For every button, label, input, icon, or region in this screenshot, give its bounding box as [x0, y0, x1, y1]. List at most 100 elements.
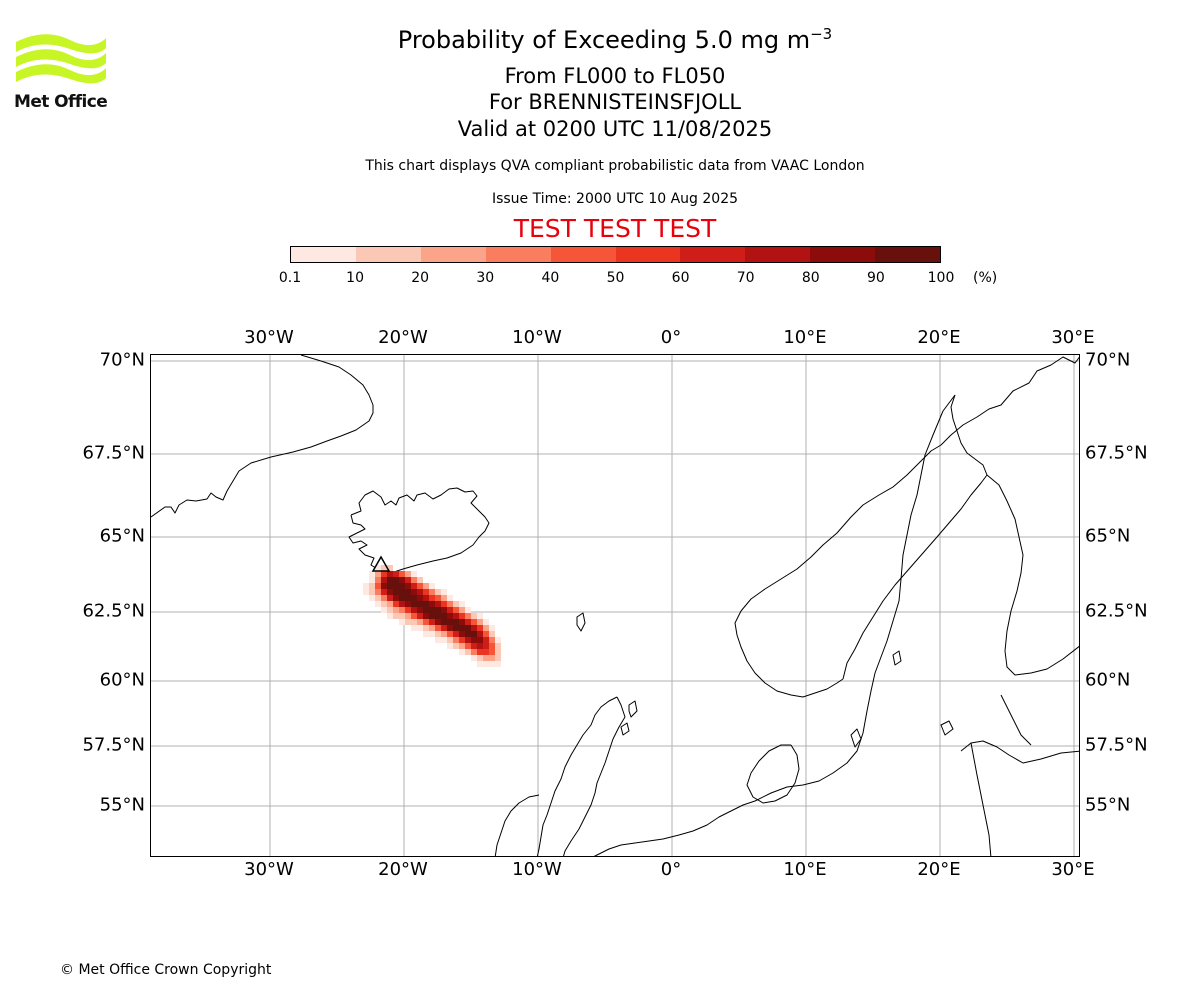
plume-cell [387, 589, 393, 595]
plume-cell [405, 619, 411, 625]
plume-cell [483, 643, 489, 649]
plume-cell [381, 607, 387, 613]
plume-cell [489, 655, 495, 661]
colorbar-tick-label: 90 [866, 270, 885, 286]
plume-cell [387, 565, 393, 571]
latitude-label: 62.5°N [1085, 600, 1148, 622]
plume-cell [477, 619, 483, 625]
plume-cell [441, 601, 447, 607]
plume-cell [483, 637, 489, 643]
latitude-label: 67.5°N [1085, 442, 1148, 464]
plume-cell [471, 649, 477, 655]
plume-cell [399, 601, 405, 607]
plume-cell [489, 637, 495, 643]
plume-cell [393, 583, 399, 589]
finland-east-coast [986, 474, 1079, 676]
plume-cell [477, 643, 483, 649]
aland-islands [892, 650, 902, 666]
plume-cell [471, 637, 477, 643]
colorbar-segment [355, 247, 421, 262]
plume-cell [453, 637, 459, 643]
plume-cell [369, 589, 375, 595]
plume-cell [429, 631, 435, 637]
longitude-label: 20°E [917, 859, 961, 880]
plume-cell [465, 637, 471, 643]
baltic-states-coast [960, 740, 1079, 764]
disclaimer-text: This chart displays QVA compliant probab… [365, 158, 865, 174]
plume-cell [441, 625, 447, 631]
plume-cell [477, 655, 483, 661]
plume-cell [447, 601, 453, 607]
met-office-logo-text: Met Office [14, 92, 108, 112]
plume-cell [447, 631, 453, 637]
plume-cell [405, 601, 411, 607]
colorbar-segment [875, 247, 941, 262]
volcano-marker [371, 555, 391, 572]
colorbar-tick-label: 70 [736, 270, 755, 286]
plume-cell [459, 637, 465, 643]
plume-cell [369, 571, 375, 577]
colorbar-tick-label: 50 [606, 270, 625, 286]
plume-cell [477, 649, 483, 655]
plume-cell [381, 565, 387, 571]
plume-cell [447, 607, 453, 613]
plume-cell [453, 613, 459, 619]
plume-cell [465, 619, 471, 625]
plume-cell [495, 661, 501, 667]
plume-cell [381, 577, 387, 583]
longitude-label: 10°W [512, 327, 562, 348]
plume-cell [477, 661, 483, 667]
plume-cell [429, 613, 435, 619]
plume-cell [489, 649, 495, 655]
plume-cell [453, 601, 459, 607]
plume-cell [447, 619, 453, 625]
longitude-label: 0° [660, 859, 682, 880]
baltic-borders-2 [1000, 694, 1032, 746]
plume-cell [435, 613, 441, 619]
plume-cell [387, 601, 393, 607]
plume-cell [429, 583, 435, 589]
plume-cell [375, 583, 381, 589]
graticule [151, 355, 1079, 856]
colorbar-tick-label: 0.1 [278, 270, 302, 286]
valid-time-subtitle: Valid at 0200 UTC 11/08/2025 [457, 117, 773, 141]
plume-cell [405, 607, 411, 613]
plume-cell [429, 619, 435, 625]
iceland-coast [348, 487, 490, 574]
plume-cell [393, 571, 399, 577]
plume-cell [429, 607, 435, 613]
greenland-coast [151, 355, 374, 518]
baltic-coast-south [593, 672, 876, 856]
plume-cell [375, 571, 381, 577]
denmark-coast [746, 744, 800, 804]
plume-cell [429, 601, 435, 607]
plume-cell [465, 613, 471, 619]
plume-cell [369, 583, 375, 589]
plume-cell [429, 625, 435, 631]
plume-cell [417, 577, 423, 583]
plume-cell [417, 607, 423, 613]
plume-cell [387, 613, 393, 619]
latitude-label: 67.5°N [82, 442, 145, 464]
plume-cell [399, 577, 405, 583]
longitude-label: 30°E [1051, 327, 1095, 348]
longitude-label: 10°W [512, 859, 562, 880]
colorbar-segment [485, 247, 551, 262]
plume-cell [405, 595, 411, 601]
plume-cell [471, 625, 477, 631]
plume-cell [441, 613, 447, 619]
chart-title: Probability of Exceeding 5.0 mg m−3 [397, 25, 833, 54]
plume-cell [381, 595, 387, 601]
plume-cell [423, 613, 429, 619]
plume-cell [465, 625, 471, 631]
plume-cell [495, 643, 501, 649]
plume-cell [375, 595, 381, 601]
plume-cell [393, 601, 399, 607]
plume-cell [441, 637, 447, 643]
plume-cell [423, 583, 429, 589]
plume-cell [417, 601, 423, 607]
longitude-label: 30°W [244, 859, 294, 880]
colorbar-tick-label: 80 [801, 270, 820, 286]
plume-cell [459, 607, 465, 613]
flight-level-subtitle: From FL000 to FL050 [504, 64, 726, 88]
